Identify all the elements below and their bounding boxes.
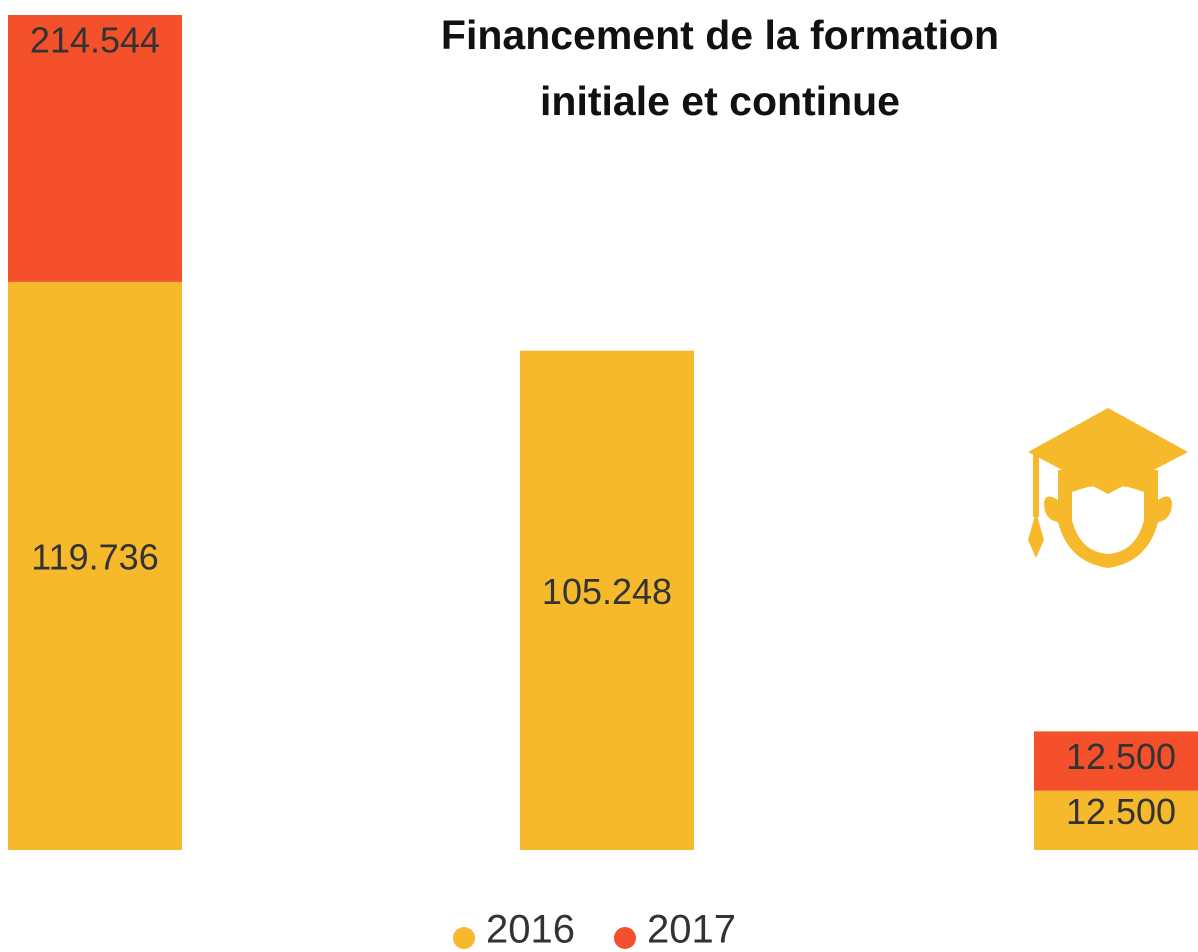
legend-marker [453,927,475,949]
legend-marker [613,927,636,949]
graduation-icon [1028,408,1188,568]
bar-segment [1034,790,1198,850]
value-label: 214.544 [30,20,160,61]
value-label: 119.736 [31,536,158,577]
bar-segment [8,281,182,850]
legend-label: 2017 [647,908,736,952]
value-label: 12.500 [1066,736,1176,777]
bar-segment [520,350,694,850]
plot-area [8,15,1198,850]
chart-title: Financement de la formation initiale et … [440,12,1000,124]
value-label: 12.500 [1066,791,1176,832]
bar-segment [8,15,182,282]
legend-label: 2016 [486,908,575,952]
bar-segment [1034,731,1198,791]
value-label: 105.248 [542,571,672,612]
